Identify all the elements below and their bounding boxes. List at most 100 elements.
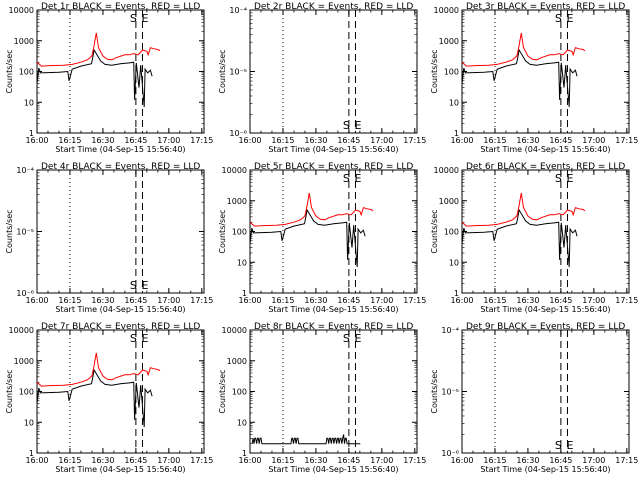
- start-marker-label: S: [343, 332, 350, 345]
- series-line-events: [250, 208, 366, 268]
- plot-frame: [36, 169, 205, 294]
- end-marker-label: E: [141, 332, 148, 345]
- end-marker-label: E: [566, 12, 573, 25]
- y-tick-label: 1000: [439, 197, 459, 206]
- start-marker-label: S: [130, 12, 137, 25]
- y-tick-label: 100: [232, 228, 247, 237]
- end-marker-label: E: [354, 119, 361, 132]
- y-tick-label: 1000: [14, 37, 34, 46]
- x-tick-label: 16:45: [549, 296, 572, 305]
- start-marker-label: S: [555, 439, 562, 452]
- x-tick-label: 17:00: [157, 296, 180, 305]
- x-tick-label: 16:45: [337, 296, 360, 305]
- y-axis-label: Counts/sec: [430, 369, 439, 413]
- end-marker-label: E: [141, 279, 148, 292]
- y-tick-label: 10: [449, 98, 459, 107]
- x-tick-label: 16:45: [337, 136, 360, 145]
- x-tick-label: 16:30: [516, 296, 539, 305]
- y-tick-label: 10⁻⁴: [229, 6, 247, 15]
- plot-frame: [249, 9, 418, 134]
- x-tick-label: 17:15: [403, 296, 426, 305]
- x-tick-label: 17:15: [190, 136, 213, 145]
- x-tick-label: 16:15: [483, 136, 506, 145]
- x-tick-label: 16:00: [238, 456, 261, 465]
- end-marker-label: E: [566, 439, 573, 452]
- x-tick-label: 16:45: [124, 456, 147, 465]
- x-tick-label: 17:00: [370, 136, 393, 145]
- panel-det-9r: Det 9r BLACK = Events, RED = LLD 16:00 16:…: [430, 322, 638, 474]
- panel-det-7r: Det 7r BLACK = Events, RED = LLD 16:00 16:…: [5, 322, 213, 474]
- y-tick-label: 1000: [227, 197, 247, 206]
- y-axis-label: Counts/sec: [5, 369, 14, 413]
- y-tick-label: 100: [444, 68, 459, 77]
- start-marker-label: S: [130, 279, 137, 292]
- panel-det-2r: Det 2r BLACK = Events, RED = LLD 16:00 16:…: [218, 2, 426, 154]
- x-tick-label: 16:00: [25, 136, 48, 145]
- x-tick-label: 16:45: [124, 296, 147, 305]
- y-tick-label: 10000: [9, 326, 34, 335]
- y-tick-label: 10: [237, 258, 247, 267]
- x-axis-label: Start Time (04-Sep-15 15:56:40): [55, 145, 185, 154]
- y-tick-label: 10000: [9, 6, 34, 15]
- x-tick-label: 16:30: [304, 136, 327, 145]
- series-line-lld: [37, 352, 161, 387]
- panel-title: Det 6r BLACK = Events, RED = LLD: [466, 162, 625, 172]
- panel-title: Det 5r BLACK = Events, RED = LLD: [254, 162, 413, 172]
- x-tick-label: 17:15: [190, 456, 213, 465]
- panel-title: Det 4r BLACK = Events, RED = LLD: [41, 162, 200, 172]
- series-line-events: [462, 208, 578, 268]
- end-marker-label: E: [354, 332, 361, 345]
- y-axis-label: Counts/sec: [430, 209, 439, 253]
- x-tick-label: 16:30: [516, 136, 539, 145]
- series-line-events: [251, 434, 361, 445]
- panel-det-3r: Det 3r BLACK = Events, RED = LLD 16:00 16:…: [430, 2, 638, 154]
- x-axis-label: Start Time (04-Sep-15 15:56:40): [268, 145, 398, 154]
- start-marker-label: S: [343, 119, 350, 132]
- x-tick-label: 16:15: [271, 136, 294, 145]
- x-tick-label: 17:00: [157, 456, 180, 465]
- x-tick-label: 16:45: [549, 456, 572, 465]
- series-line-events: [462, 48, 578, 108]
- x-tick-label: 17:00: [582, 296, 605, 305]
- x-tick-label: 17:00: [157, 136, 180, 145]
- y-tick-label: 1000: [14, 357, 34, 366]
- x-tick-label: 16:15: [58, 136, 81, 145]
- y-tick-label: 10: [24, 98, 34, 107]
- x-tick-label: 17:15: [403, 136, 426, 145]
- x-tick-label: 16:30: [91, 136, 114, 145]
- x-tick-label: 17:15: [615, 296, 638, 305]
- y-tick-label: 10⁻⁴: [16, 166, 34, 175]
- x-tick-label: 16:30: [304, 296, 327, 305]
- x-tick-label: 17:15: [615, 136, 638, 145]
- y-tick-label: 1: [29, 449, 34, 458]
- panel-det-6r: Det 6r BLACK = Events, RED = LLD 16:00 16:…: [430, 162, 638, 314]
- panel-det-5r: Det 5r BLACK = Events, RED = LLD 16:00 16:…: [218, 162, 426, 314]
- y-tick-label: 1: [454, 289, 459, 298]
- start-marker-label: S: [555, 12, 562, 25]
- x-axis-label: Start Time (04-Sep-15 15:56:40): [268, 465, 398, 474]
- y-tick-label: 10000: [222, 166, 247, 175]
- x-tick-label: 16:00: [238, 296, 261, 305]
- x-tick-label: 16:45: [549, 136, 572, 145]
- y-tick-label: 100: [232, 388, 247, 397]
- x-tick-label: 16:00: [238, 136, 261, 145]
- y-tick-label: 10⁻⁶: [16, 289, 34, 298]
- y-tick-label: 10000: [434, 166, 459, 175]
- y-tick-label: 100: [19, 68, 34, 77]
- x-tick-label: 16:00: [450, 296, 473, 305]
- y-tick-label: 10⁻⁵: [229, 68, 247, 77]
- y-tick-label: 10000: [434, 6, 459, 15]
- y-tick-label: 10: [24, 418, 34, 427]
- y-tick-label: 10000: [222, 326, 247, 335]
- x-tick-label: 16:00: [25, 456, 48, 465]
- start-marker-label: S: [555, 172, 562, 185]
- y-axis-label: Counts/sec: [5, 49, 14, 93]
- x-tick-label: 16:15: [271, 456, 294, 465]
- x-tick-label: 17:15: [615, 456, 638, 465]
- panel-det-1r: Det 1r BLACK = Events, RED = LLD 16:00 16:…: [5, 2, 213, 154]
- y-tick-label: 1: [29, 129, 34, 138]
- plot-frame: [461, 329, 630, 454]
- y-tick-label: 1: [242, 289, 247, 298]
- y-axis-label: Counts/sec: [218, 49, 227, 93]
